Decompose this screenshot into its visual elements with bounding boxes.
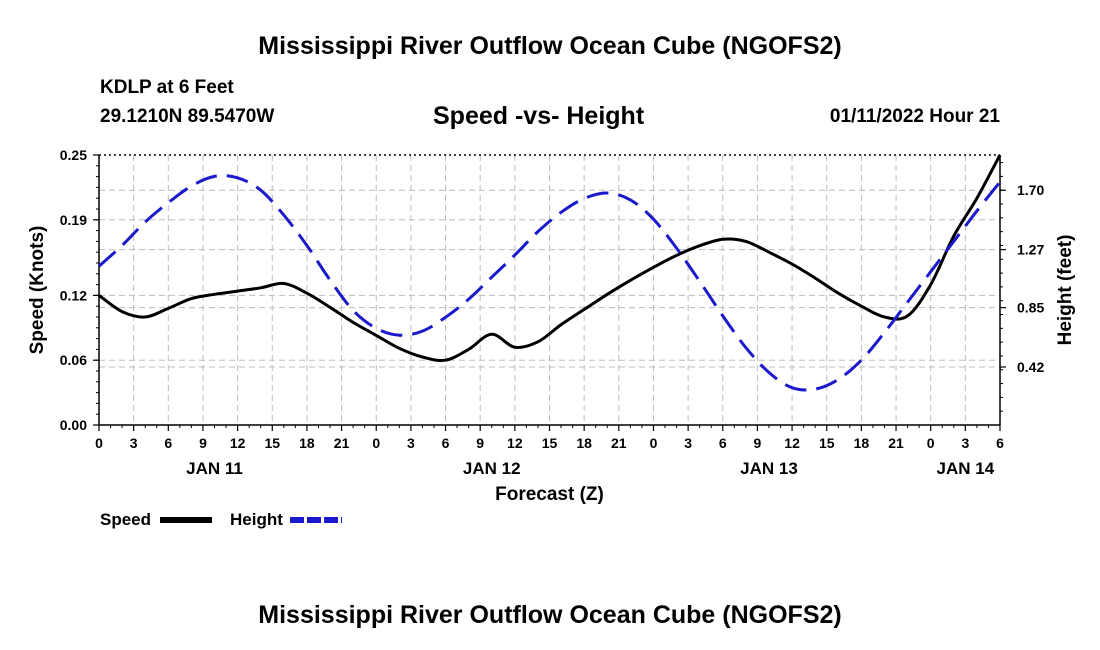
x-tick-label: 3 xyxy=(684,435,692,451)
x-tick-label: 0 xyxy=(95,435,103,451)
x-tick-label: 0 xyxy=(927,435,935,451)
x-tick-label: 18 xyxy=(576,435,592,451)
x-tick-label: 21 xyxy=(611,435,627,451)
x-tick-label: 12 xyxy=(507,435,523,451)
x-tick-label: 0 xyxy=(650,435,658,451)
y-right-tick-label: 0.85 xyxy=(1017,300,1044,316)
y-right-tick-label: 1.70 xyxy=(1017,182,1044,198)
x-tick-label: 21 xyxy=(334,435,350,451)
x-tick-label: 18 xyxy=(854,435,870,451)
footer-title: Mississippi River Outflow Ocean Cube (NG… xyxy=(258,601,842,629)
x-tick-label: 0 xyxy=(372,435,380,451)
x-tick-label: 15 xyxy=(542,435,558,451)
x-tick-label: 6 xyxy=(719,435,727,451)
x-day-label: JAN 11 xyxy=(186,459,243,478)
y-left-tick-label: 0.19 xyxy=(60,212,87,228)
x-day-label: JAN 12 xyxy=(463,459,521,478)
y-left-tick-label: 0.12 xyxy=(60,287,87,303)
x-tick-label: 9 xyxy=(199,435,207,451)
x-day-label: JAN 14 xyxy=(937,459,995,478)
x-tick-label: 3 xyxy=(407,435,415,451)
y-axis-right-title: Height (feet) xyxy=(1055,235,1076,346)
x-tick-label: 12 xyxy=(784,435,800,451)
x-tick-label: 3 xyxy=(130,435,138,451)
y-axis-left-title: Speed (Knots) xyxy=(27,226,48,355)
y-left-tick-label: 0.06 xyxy=(60,352,87,368)
y-left-tick-label: 0.00 xyxy=(60,417,87,433)
x-tick-label: 15 xyxy=(264,435,280,451)
x-tick-label: 9 xyxy=(754,435,762,451)
series-line-speed xyxy=(98,154,1002,363)
chart-subtitle: Speed -vs- Height xyxy=(433,102,645,130)
x-tick-label: 9 xyxy=(476,435,484,451)
station-label: KDLP at 6 Feet xyxy=(100,77,234,98)
series-line-height xyxy=(97,174,1002,392)
x-tick-label: 6 xyxy=(164,435,172,451)
chart-main-title: Mississippi River Outflow Ocean Cube (NG… xyxy=(258,32,842,60)
x-axis-title: Forecast (Z) xyxy=(495,484,604,505)
y-right-tick-label: 1.27 xyxy=(1017,242,1044,258)
x-tick-label: 6 xyxy=(442,435,450,451)
x-tick-label: 3 xyxy=(961,435,969,451)
x-tick-label: 6 xyxy=(996,435,1004,451)
station-coordinates: 29.1210N 89.5470W xyxy=(100,106,275,127)
legend-label-speed: Speed xyxy=(100,510,151,529)
legend-label-height: Height xyxy=(230,510,283,529)
x-tick-label: 21 xyxy=(888,435,904,451)
x-tick-label: 15 xyxy=(819,435,835,451)
y-right-tick-label: 0.42 xyxy=(1017,359,1044,375)
forecast-datetime: 01/11/2022 Hour 21 xyxy=(829,106,1000,127)
y-left-tick-label: 0.25 xyxy=(60,147,87,163)
x-day-label: JAN 13 xyxy=(740,459,798,478)
x-tick-label: 18 xyxy=(299,435,315,451)
x-tick-label: 12 xyxy=(230,435,246,451)
